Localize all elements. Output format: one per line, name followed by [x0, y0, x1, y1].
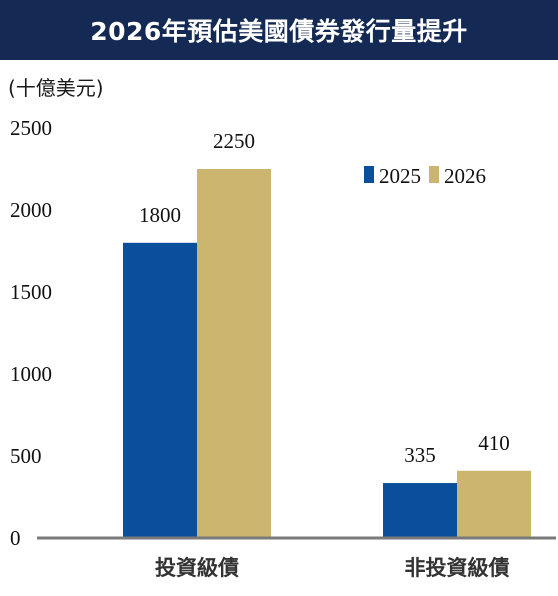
x-category-label: 非投資級債: [405, 556, 510, 580]
bar-2025-1: [123, 242, 197, 539]
data-label: 2250: [213, 129, 255, 153]
data-label: 1800: [139, 203, 181, 227]
legend-swatch-2025: [364, 166, 374, 183]
x-category-label: 投資級債: [155, 556, 239, 580]
bar-2026-1: [197, 169, 271, 538]
y-tick-label: 2000: [10, 198, 52, 222]
legend-swatch-2026: [429, 166, 439, 183]
y-tick-label: 2500: [10, 116, 52, 140]
data-label: 335: [404, 443, 436, 467]
data-label: 410: [478, 431, 510, 455]
y-tick-label: 1500: [10, 280, 52, 304]
y-tick-label: 1000: [10, 362, 52, 386]
bar-2025-2: [383, 483, 457, 538]
chart-title-bar: 2026年預估美國債券發行量提升: [0, 0, 558, 60]
legend-label-2025: 2025: [379, 164, 421, 188]
bar-2026-2: [457, 470, 531, 538]
y-tick-label: 500: [10, 444, 42, 468]
y-tick-label: 0: [10, 526, 21, 550]
unit-label: (十億美元): [8, 76, 104, 100]
legend-label-2026: 2026: [444, 164, 486, 188]
chart-title: 2026年預估美國債券發行量提升: [90, 17, 468, 46]
